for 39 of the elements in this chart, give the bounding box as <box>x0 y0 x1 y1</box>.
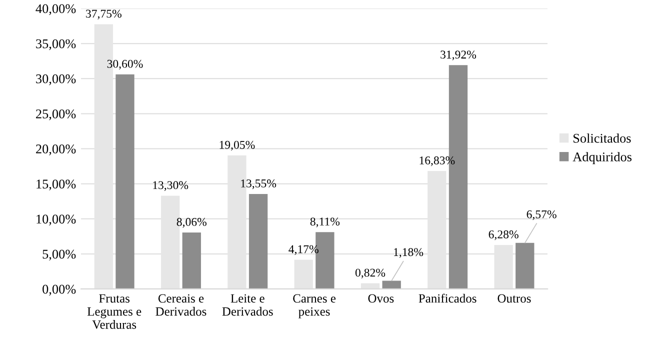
data-label: 13,55% <box>241 179 276 190</box>
data-label: 6,57% <box>526 210 556 220</box>
y-tick-label: 10,00% <box>36 214 76 226</box>
y-tick-label: 15,00% <box>36 180 76 190</box>
data-label: 0,82% <box>355 268 386 278</box>
data-label: 19,05% <box>220 140 255 151</box>
x-tick-label: Carnes e peixes <box>293 294 336 318</box>
bar <box>294 260 313 289</box>
bar <box>116 74 134 289</box>
legend-label: Adquiridos <box>572 152 632 164</box>
bar <box>182 232 201 289</box>
data-label: 1,18% <box>394 248 424 258</box>
data-label: 6,28% <box>488 230 518 240</box>
x-tick-label: Outros <box>498 294 531 303</box>
x-tick-label: Leite e Derivados <box>222 294 273 316</box>
bar <box>248 194 268 289</box>
data-label: 16,83% <box>420 156 455 166</box>
data-label: 30,60% <box>107 60 143 70</box>
data-label: 31,92% <box>440 50 476 60</box>
x-tick-label: Cereais e Derivados <box>156 294 206 316</box>
bar <box>360 283 380 289</box>
x-tick-label: Ovos <box>368 294 394 303</box>
y-tick-label: 5,00% <box>42 250 76 261</box>
y-tick-label: 25,00% <box>36 109 76 120</box>
data-label: 4,17% <box>288 245 318 255</box>
x-tick-label: Frutas Legumes e Verduras <box>87 294 142 329</box>
x-tick-label: Panificados <box>418 294 476 303</box>
y-tick-label: 40,00% <box>36 4 76 16</box>
bar <box>382 280 401 289</box>
y-tick-label: 30,00% <box>36 74 76 86</box>
legend-label: Solicitados <box>574 133 631 143</box>
bar <box>516 242 534 289</box>
data-label: 13,30% <box>153 181 188 191</box>
data-label: 8,11% <box>310 218 340 228</box>
y-tick-label: 20,00% <box>36 144 76 156</box>
y-tick-label: 35,00% <box>36 39 76 50</box>
data-label: 37,75% <box>86 10 122 20</box>
y-tick-label: 0,00% <box>42 284 76 296</box>
data-label: 8,06% <box>176 218 206 228</box>
